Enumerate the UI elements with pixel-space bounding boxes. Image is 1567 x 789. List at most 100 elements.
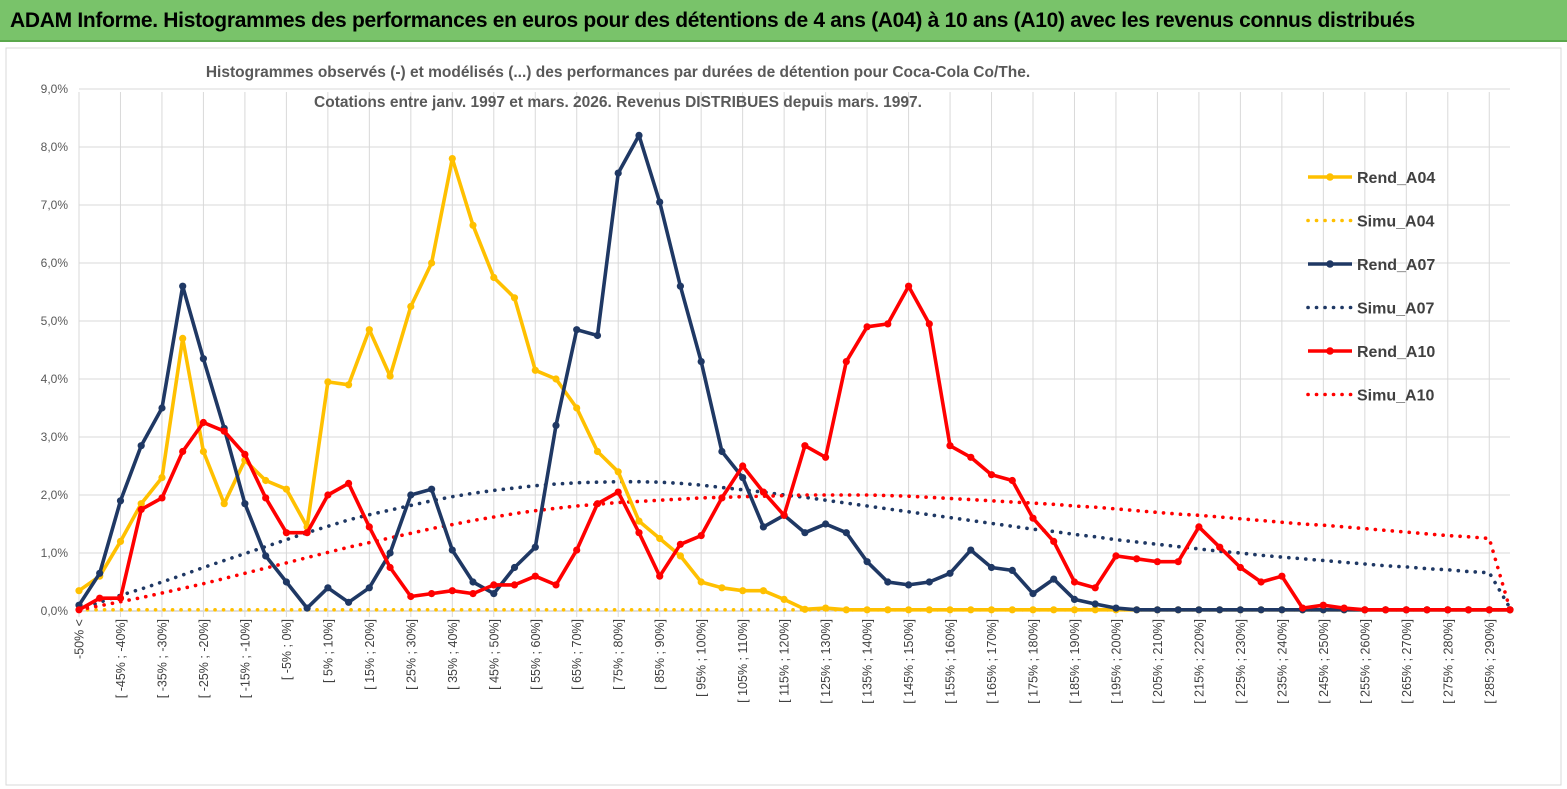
chart-title-line-1: Histogrammes observés (-) et modélisés (… bbox=[206, 64, 1030, 81]
x-tick-label: [ 275% ; 280%] bbox=[1441, 619, 1455, 704]
x-tick-label: [ 85% ; 90%] bbox=[653, 619, 667, 690]
data-point bbox=[573, 326, 581, 334]
chart-title-line-2: Cotations entre janv. 1997 et mars. 2026… bbox=[314, 94, 922, 111]
y-tick-label: 2,0% bbox=[41, 488, 69, 502]
data-point bbox=[718, 447, 726, 456]
data-point bbox=[345, 598, 353, 606]
data-point bbox=[656, 572, 664, 580]
x-tick-label: [ 15% ; 20%] bbox=[363, 619, 377, 690]
data-point bbox=[469, 221, 477, 229]
data-point bbox=[96, 569, 104, 577]
data-point bbox=[925, 578, 933, 586]
data-point bbox=[365, 326, 373, 334]
data-point bbox=[573, 546, 581, 554]
x-tick-label: [ 35% ; 40%] bbox=[446, 619, 460, 690]
data-point bbox=[386, 563, 394, 572]
x-tick-label: [ 55% ; 60%] bbox=[529, 619, 543, 690]
data-point bbox=[490, 273, 498, 282]
data-point bbox=[345, 479, 353, 487]
data-point bbox=[1070, 606, 1079, 614]
data-point bbox=[179, 447, 187, 456]
x-axis-ticks: -50% < [ -45% ; -40%] [ -35% ; -30%] [ -25%… bbox=[73, 619, 1497, 704]
data-point bbox=[428, 485, 436, 493]
data-point bbox=[96, 594, 104, 602]
data-point bbox=[614, 488, 622, 496]
data-point bbox=[1174, 558, 1182, 566]
x-tick-label: [ 195% ; 200%] bbox=[1109, 619, 1123, 704]
data-point bbox=[1319, 601, 1327, 609]
x-tick-label: [ 245% ; 250%] bbox=[1317, 619, 1331, 704]
data-point bbox=[407, 491, 415, 499]
data-point bbox=[1133, 606, 1141, 614]
legend-label: Rend_A07 bbox=[1357, 257, 1435, 274]
data-point bbox=[116, 537, 125, 545]
legend-label: Rend_A10 bbox=[1357, 344, 1435, 361]
x-tick-label: [ 125% ; 130%] bbox=[819, 619, 833, 704]
y-axis-ticks: 0,0% 1,0% 2,0% 3,0% 4,0% 5,0% 6,0% 7,0% 8,0% 9,0% bbox=[41, 82, 69, 618]
data-point bbox=[1464, 606, 1473, 614]
legend-entry: Rend_A07 bbox=[1308, 257, 1435, 274]
y-tick-label: 3,0% bbox=[41, 430, 69, 444]
data-point bbox=[531, 572, 539, 580]
data-point bbox=[905, 282, 913, 290]
data-point bbox=[407, 592, 415, 601]
x-tick-label: [ 175% ; 180%] bbox=[1027, 619, 1041, 704]
data-point bbox=[469, 590, 477, 598]
data-point bbox=[199, 355, 207, 363]
data-point bbox=[116, 497, 125, 505]
data-point bbox=[241, 450, 249, 458]
y-tick-label: 0,0% bbox=[41, 604, 69, 618]
data-point bbox=[137, 442, 145, 450]
data-point bbox=[116, 594, 125, 602]
data-point bbox=[780, 511, 788, 519]
data-point bbox=[759, 587, 768, 595]
chart-area: 0,0% 1,0% 2,0% 3,0% 4,0% 5,0% 6,0% 7,0% 8,0% 9,0%… bbox=[0, 44, 1567, 789]
data-point bbox=[863, 606, 871, 614]
data-point bbox=[1216, 606, 1224, 614]
data-point bbox=[676, 282, 685, 290]
data-point bbox=[1008, 476, 1016, 485]
data-point bbox=[718, 494, 726, 502]
y-tick-label: 9,0% bbox=[41, 82, 69, 96]
x-tick-label: [ 95% ; 100%] bbox=[695, 619, 709, 697]
data-point bbox=[593, 500, 602, 508]
data-point bbox=[676, 540, 685, 548]
data-point bbox=[1029, 590, 1037, 598]
data-point bbox=[925, 606, 933, 614]
data-point bbox=[386, 372, 394, 380]
data-point bbox=[884, 578, 892, 586]
data-point bbox=[510, 563, 519, 572]
legend-entry: Simu_A04 bbox=[1306, 214, 1434, 231]
data-point bbox=[946, 442, 954, 450]
x-tick-label: [ 265% ; 270%] bbox=[1400, 619, 1414, 704]
series-line bbox=[77, 493, 1512, 612]
data-point bbox=[925, 320, 933, 328]
data-point bbox=[1382, 606, 1390, 614]
data-point bbox=[1091, 600, 1099, 608]
data-point bbox=[241, 500, 249, 508]
series-line bbox=[78, 284, 1510, 612]
data-point bbox=[884, 320, 892, 328]
data-point bbox=[1236, 563, 1244, 572]
x-tick-label: [ -35% ; -30%] bbox=[155, 619, 169, 698]
histogram-chart: 0,0% 1,0% 2,0% 3,0% 4,0% 5,0% 6,0% 7,0% 8,0% 9,0%… bbox=[5, 47, 1562, 786]
x-tick-label: [ 75% ; 80%] bbox=[612, 619, 626, 690]
data-point bbox=[739, 462, 747, 470]
data-point bbox=[179, 334, 187, 342]
data-point bbox=[324, 378, 332, 386]
data-point bbox=[531, 543, 539, 551]
legend: Rend_A04 Simu_A04 Rend_A07 Simu_A07 Rend_A10… bbox=[1306, 170, 1435, 405]
data-point bbox=[158, 474, 166, 482]
data-point bbox=[1029, 606, 1037, 614]
data-point bbox=[1008, 566, 1016, 575]
data-point bbox=[324, 491, 332, 499]
data-point bbox=[262, 552, 270, 560]
data-point bbox=[1174, 606, 1182, 614]
data-point bbox=[1050, 575, 1058, 583]
data-point bbox=[635, 529, 643, 537]
x-tick-label: [ -45% ; -40%] bbox=[114, 619, 128, 698]
data-point bbox=[1070, 578, 1079, 586]
data-point bbox=[262, 476, 270, 485]
data-point bbox=[614, 468, 622, 476]
data-point bbox=[365, 523, 373, 531]
